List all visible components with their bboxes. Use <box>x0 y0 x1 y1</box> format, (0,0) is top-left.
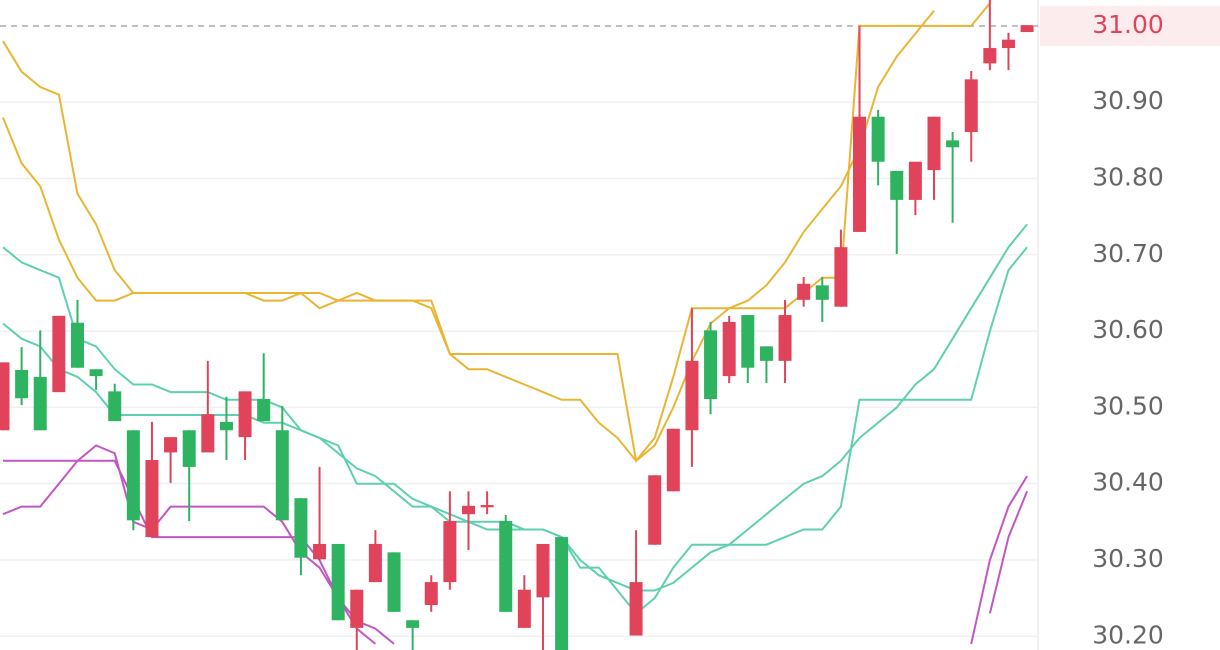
indicator-line <box>2 223 1028 592</box>
candle-body <box>219 421 233 431</box>
last-price-label: 31.00 <box>1092 10 1164 39</box>
candle-body <box>964 79 978 132</box>
candle-body <box>89 369 103 377</box>
candle-body <box>201 414 215 453</box>
candle-body <box>33 376 47 431</box>
y-tick-label: 30.80 <box>1092 163 1164 192</box>
candle-body <box>238 391 252 438</box>
candle-body <box>462 505 475 515</box>
candle-body <box>815 285 829 300</box>
candle-body <box>778 315 792 361</box>
candle-body <box>368 543 382 583</box>
y-tick-label: 30.70 <box>1092 239 1164 268</box>
candle-body <box>275 430 289 521</box>
candle-body <box>704 330 718 400</box>
candle-body <box>890 170 904 200</box>
indicator-line <box>2 246 1028 615</box>
candle-body <box>741 315 755 368</box>
candle-body <box>406 620 420 628</box>
candle-body <box>15 370 29 399</box>
candle-body <box>759 346 773 361</box>
candle-body <box>145 460 159 538</box>
axis-labels: 30.20 30.30 30.40 30.50 30.60 30.70 30.80 30.90… <box>1040 5 1220 649</box>
last-price-badge <box>1040 5 1220 46</box>
y-tick-label: 30.60 <box>1092 315 1164 344</box>
candle-body <box>480 505 494 508</box>
candle-body <box>517 589 531 628</box>
candle-body <box>443 521 457 583</box>
candle-body <box>536 543 550 598</box>
candle-body <box>313 543 327 560</box>
candle-body <box>164 437 178 453</box>
candle-body <box>797 283 811 300</box>
candle-body <box>294 498 308 558</box>
candle-body <box>499 521 513 612</box>
candle-body <box>908 161 922 200</box>
candle-body <box>853 116 867 232</box>
candle-body <box>722 321 736 377</box>
candle-body <box>182 430 196 467</box>
candle-body <box>946 140 960 148</box>
indicator-lines <box>2 2 1029 645</box>
candle-body <box>555 537 569 650</box>
candle-body <box>685 360 699 431</box>
candle-body <box>108 391 122 422</box>
candle-body <box>350 589 364 628</box>
candle-body <box>257 399 271 422</box>
candle-body <box>648 475 662 545</box>
candle-body <box>1001 39 1015 49</box>
candle-body <box>52 315 66 393</box>
y-tick-label: 30.20 <box>1092 620 1164 649</box>
candles <box>0 0 1034 650</box>
candle-body <box>387 552 401 612</box>
candle-body <box>666 428 680 492</box>
indicator-line <box>2 10 935 463</box>
candle-body <box>983 48 997 64</box>
y-tick-label: 30.50 <box>1092 391 1164 420</box>
candle-body <box>834 247 848 307</box>
candle-body <box>927 116 941 171</box>
candle-body <box>629 582 643 636</box>
indicator-line <box>2 444 1029 645</box>
candle-body <box>424 582 438 605</box>
candle-body <box>871 116 885 162</box>
y-tick-label: 30.40 <box>1092 468 1164 497</box>
y-tick-label: 30.30 <box>1092 544 1164 573</box>
candle-body <box>1020 25 1034 33</box>
y-tick-label: 30.90 <box>1092 86 1164 115</box>
candle-body <box>0 362 10 431</box>
candle-body <box>70 322 84 368</box>
candle-body <box>126 430 140 521</box>
grid <box>0 25 1038 638</box>
candle-body <box>331 543 345 621</box>
